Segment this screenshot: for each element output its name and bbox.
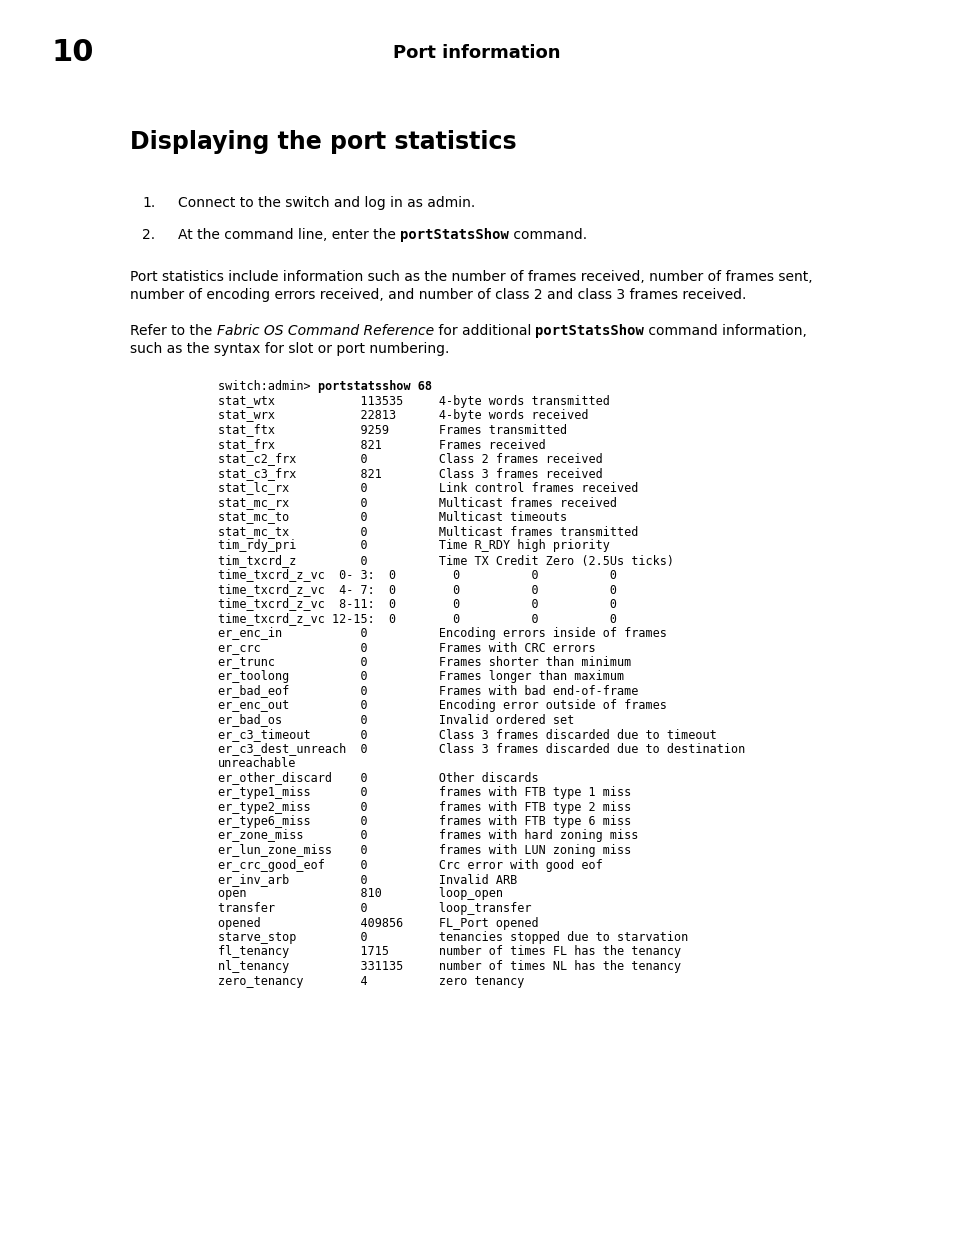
Text: 2.: 2.: [142, 228, 155, 242]
Text: portStatsShow: portStatsShow: [535, 324, 643, 338]
Text: At the command line, enter the: At the command line, enter the: [178, 228, 400, 242]
Text: fl_tenancy          1715       number of times FL has the tenancy: fl_tenancy 1715 number of times FL has t…: [218, 946, 680, 958]
Text: stat_ftx            9259       Frames transmitted: stat_ftx 9259 Frames transmitted: [218, 424, 566, 436]
Text: stat_wtx            113535     4-byte words transmitted: stat_wtx 113535 4-byte words transmitted: [218, 394, 609, 408]
Text: for additional: for additional: [434, 324, 535, 338]
Text: er_bad_os           0          Invalid ordered set: er_bad_os 0 Invalid ordered set: [218, 714, 574, 726]
Text: er_bad_eof          0          Frames with bad end-of-frame: er_bad_eof 0 Frames with bad end-of-fram…: [218, 684, 638, 698]
Text: command information,: command information,: [643, 324, 806, 338]
Text: time_txcrd_z_vc  0- 3:  0        0          0          0: time_txcrd_z_vc 0- 3: 0 0 0 0: [218, 568, 617, 582]
Text: tim_txcrd_z         0          Time TX Credit Zero (2.5Us ticks): tim_txcrd_z 0 Time TX Credit Zero (2.5Us…: [218, 555, 673, 567]
Text: switch:admin>: switch:admin>: [218, 380, 317, 393]
Text: stat_lc_rx          0          Link control frames received: stat_lc_rx 0 Link control frames receive…: [218, 482, 638, 494]
Text: er_c3_timeout       0          Class 3 frames discarded due to timeout: er_c3_timeout 0 Class 3 frames discarded…: [218, 727, 716, 741]
Text: er_trunc            0          Frames shorter than minimum: er_trunc 0 Frames shorter than minimum: [218, 656, 631, 668]
Text: open                810        loop_open: open 810 loop_open: [218, 888, 502, 900]
Text: er_c3_dest_unreach  0          Class 3 frames discarded due to destination: er_c3_dest_unreach 0 Class 3 frames disc…: [218, 742, 744, 756]
Text: such as the syntax for slot or port numbering.: such as the syntax for slot or port numb…: [130, 342, 449, 356]
Text: Refer to the: Refer to the: [130, 324, 216, 338]
Text: er_type1_miss       0          frames with FTB type 1 miss: er_type1_miss 0 frames with FTB type 1 m…: [218, 785, 631, 799]
Text: 1.: 1.: [142, 196, 155, 210]
Text: er_enc_in           0          Encoding errors inside of frames: er_enc_in 0 Encoding errors inside of fr…: [218, 626, 666, 640]
Text: Port information: Port information: [393, 44, 560, 62]
Text: unreachable: unreachable: [218, 757, 296, 769]
Text: stat_mc_rx          0          Multicast frames received: stat_mc_rx 0 Multicast frames received: [218, 496, 617, 509]
Text: stat_mc_to          0          Multicast timeouts: stat_mc_to 0 Multicast timeouts: [218, 510, 566, 524]
Text: zero_tenancy        4          zero tenancy: zero_tenancy 4 zero tenancy: [218, 974, 524, 988]
Text: er_enc_out          0          Encoding error outside of frames: er_enc_out 0 Encoding error outside of f…: [218, 699, 666, 713]
Text: stat_wrx            22813      4-byte words received: stat_wrx 22813 4-byte words received: [218, 409, 588, 422]
Text: stat_frx            821        Frames received: stat_frx 821 Frames received: [218, 438, 545, 451]
Text: er_lun_zone_miss    0          frames with LUN zoning miss: er_lun_zone_miss 0 frames with LUN zonin…: [218, 844, 631, 857]
Text: er_type6_miss       0          frames with FTB type 6 miss: er_type6_miss 0 frames with FTB type 6 m…: [218, 815, 631, 827]
Text: stat_c3_frx         821        Class 3 frames received: stat_c3_frx 821 Class 3 frames received: [218, 467, 602, 480]
Text: Port statistics include information such as the number of frames received, numbe: Port statistics include information such…: [130, 270, 812, 284]
Text: command.: command.: [509, 228, 587, 242]
Text: number of encoding errors received, and number of class 2 and class 3 frames rec: number of encoding errors received, and …: [130, 288, 745, 303]
Text: time_txcrd_z_vc  4- 7:  0        0          0          0: time_txcrd_z_vc 4- 7: 0 0 0 0: [218, 583, 617, 597]
Text: nl_tenancy          331135     number of times NL has the tenancy: nl_tenancy 331135 number of times NL has…: [218, 960, 680, 973]
Text: Connect to the switch and log in as admin.: Connect to the switch and log in as admi…: [178, 196, 475, 210]
Text: er_other_discard    0          Other discards: er_other_discard 0 Other discards: [218, 772, 538, 784]
Text: starve_stop         0          tenancies stopped due to starvation: starve_stop 0 tenancies stopped due to s…: [218, 931, 687, 944]
Text: portStatsShow: portStatsShow: [400, 228, 509, 242]
Text: opened              409856     FL_Port opened: opened 409856 FL_Port opened: [218, 916, 538, 930]
Text: transfer            0          loop_transfer: transfer 0 loop_transfer: [218, 902, 531, 915]
Text: portstatsshow 68: portstatsshow 68: [317, 380, 432, 393]
Text: er_inv_arb          0          Invalid ARB: er_inv_arb 0 Invalid ARB: [218, 873, 517, 885]
Text: time_txcrd_z_vc  8-11:  0        0          0          0: time_txcrd_z_vc 8-11: 0 0 0 0: [218, 598, 617, 610]
Text: er_crc_good_eof     0          Crc error with good eof: er_crc_good_eof 0 Crc error with good eo…: [218, 858, 602, 872]
Text: er_type2_miss       0          frames with FTB type 2 miss: er_type2_miss 0 frames with FTB type 2 m…: [218, 800, 631, 814]
Text: tim_rdy_pri         0          Time R_RDY high priority: tim_rdy_pri 0 Time R_RDY high priority: [218, 540, 609, 552]
Text: 10: 10: [52, 38, 94, 67]
Text: time_txcrd_z_vc 12-15:  0        0          0          0: time_txcrd_z_vc 12-15: 0 0 0 0: [218, 613, 617, 625]
Text: er_crc              0          Frames with CRC errors: er_crc 0 Frames with CRC errors: [218, 641, 595, 655]
Text: stat_c2_frx         0          Class 2 frames received: stat_c2_frx 0 Class 2 frames received: [218, 452, 602, 466]
Text: Displaying the port statistics: Displaying the port statistics: [130, 130, 517, 154]
Text: er_zone_miss        0          frames with hard zoning miss: er_zone_miss 0 frames with hard zoning m…: [218, 830, 638, 842]
Text: er_toolong          0          Frames longer than maximum: er_toolong 0 Frames longer than maximum: [218, 671, 623, 683]
Text: stat_mc_tx          0          Multicast frames transmitted: stat_mc_tx 0 Multicast frames transmitte…: [218, 525, 638, 538]
Text: Fabric OS Command Reference: Fabric OS Command Reference: [216, 324, 434, 338]
